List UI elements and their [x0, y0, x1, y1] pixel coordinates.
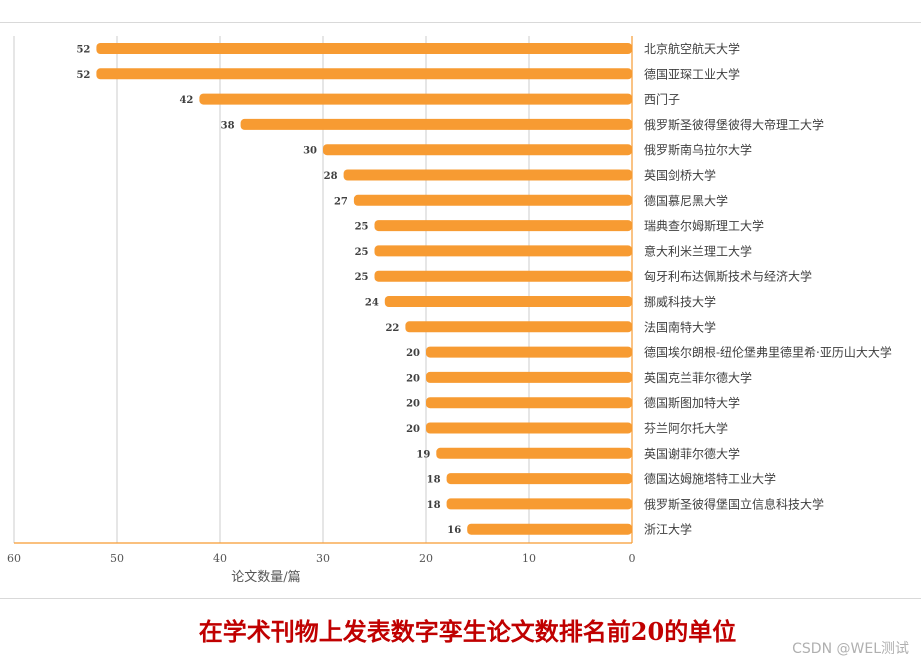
x-tick-label: 60: [7, 552, 21, 565]
data-label: 52: [76, 70, 90, 81]
x-tick-label: 50: [110, 552, 124, 565]
bar: [467, 523, 632, 535]
data-label: 16: [447, 525, 461, 536]
data-label: 28: [324, 171, 338, 182]
bar: [374, 220, 632, 232]
bar: [199, 93, 632, 105]
data-label: 20: [406, 424, 420, 435]
category-label: 德国慕尼黑大学: [644, 193, 728, 208]
category-label: 德国亚琛工业大学: [644, 66, 740, 81]
bar: [426, 371, 632, 383]
bar-chart: 52 北京航空航天大学 52 德国亚琛工业大学 42 西门子 38 俄罗斯圣彼得堡彼得大帝理工…: [7, 36, 892, 585]
category-label: 芬兰阿尔托大学: [644, 421, 728, 436]
data-label: 18: [427, 475, 441, 486]
x-tick-label: 10: [522, 552, 536, 565]
x-tick-label: 20: [419, 552, 433, 565]
data-label: 25: [355, 272, 369, 283]
category-label: 英国克兰菲尔德大学: [644, 370, 752, 385]
category-label: 浙江大学: [644, 522, 692, 537]
data-label: 38: [221, 120, 235, 131]
chart-caption: 在学术刊物上发表数字孪生论文数排名前20的单位: [198, 617, 737, 646]
category-label: 俄罗斯圣彼得堡国立信息科技大学: [644, 496, 824, 511]
category-label: 德国斯图加特大学: [644, 395, 740, 410]
category-label: 北京航空航天大学: [644, 41, 740, 56]
x-axis-title: 论文数量/篇: [231, 570, 300, 585]
category-label: 匈牙利布达佩斯技术与经济大学: [644, 269, 812, 284]
x-tick-label: 0: [629, 552, 636, 565]
x-tick-label: 30: [316, 552, 330, 565]
bar: [436, 447, 632, 459]
bar: [353, 194, 632, 206]
category-label: 法国南特大学: [644, 319, 716, 334]
data-label: 24: [365, 298, 379, 309]
top-divider: [0, 22, 921, 23]
bar: [96, 43, 632, 54]
bar: [446, 498, 632, 510]
bar: [240, 118, 632, 130]
watermark: CSDN @WEL测试: [792, 641, 909, 657]
category-label: 德国达姆施塔特工业大学: [644, 471, 776, 486]
bar: [343, 169, 632, 181]
category-label: 俄罗斯圣彼得堡彼得大帝理工大学: [644, 117, 824, 132]
data-label: 20: [406, 348, 420, 359]
data-label: 22: [385, 323, 399, 334]
category-label: 西门子: [644, 92, 680, 107]
data-label: 20: [406, 373, 420, 384]
x-tick-label: 40: [213, 552, 227, 565]
bar: [405, 321, 632, 333]
data-label: 25: [355, 222, 369, 233]
data-label: 19: [416, 449, 430, 460]
bar: [374, 245, 632, 257]
bottom-divider: [0, 598, 921, 599]
category-label: 挪威科技大学: [644, 294, 716, 309]
bar: [96, 68, 632, 80]
data-label: 27: [334, 196, 348, 207]
bar: [374, 270, 632, 282]
data-label: 42: [179, 95, 193, 106]
bar: [384, 296, 632, 307]
category-label: 俄罗斯南乌拉尔大学: [644, 142, 752, 157]
data-label: 18: [427, 500, 441, 511]
data-label: 20: [406, 399, 420, 410]
data-label: 52: [76, 45, 90, 56]
bar: [426, 397, 632, 409]
data-label: 30: [303, 146, 317, 157]
bar: [426, 346, 632, 358]
category-label: 德国埃尔朗根-纽伦堡弗里德里希·亚历山大大学: [644, 345, 892, 360]
category-label: 瑞典查尔姆斯理工大学: [644, 218, 764, 233]
bar: [426, 422, 632, 434]
bar: [323, 144, 632, 156]
bar: [446, 473, 632, 485]
category-label: 英国谢菲尔德大学: [644, 446, 740, 461]
category-label: 意大利米兰理工大学: [644, 243, 752, 258]
category-label: 英国剑桥大学: [644, 168, 716, 183]
data-label: 25: [355, 247, 369, 258]
